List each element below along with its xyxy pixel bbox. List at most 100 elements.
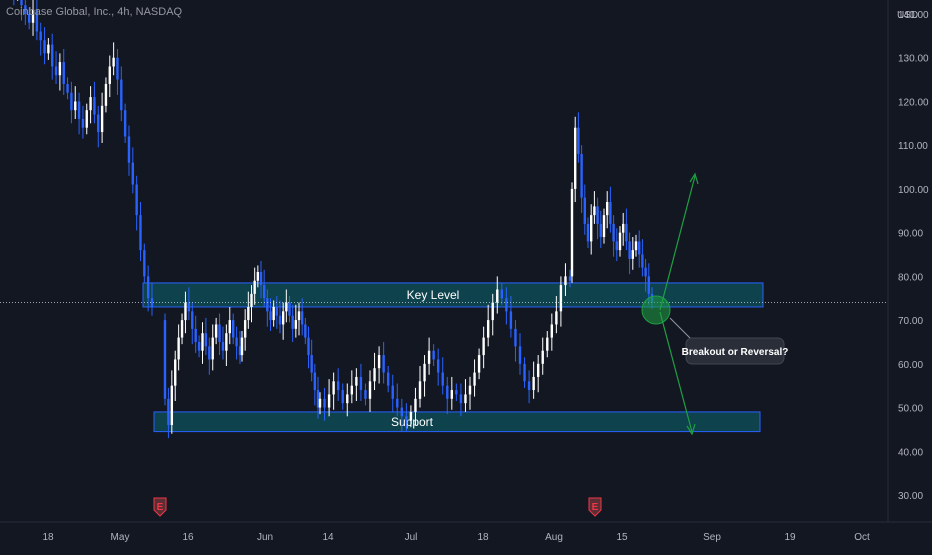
earnings-badge	[588, 497, 602, 517]
candle-body	[628, 241, 631, 259]
candle	[89, 86, 92, 124]
candle-body	[281, 311, 285, 325]
candle	[564, 263, 567, 297]
candle-body	[414, 398, 417, 412]
candle	[235, 326, 238, 360]
candle-body	[514, 328, 517, 347]
x-tick-label: 18	[42, 532, 54, 543]
y-tick-label: 30.00	[898, 491, 923, 502]
candle	[85, 103, 88, 135]
candle-body	[43, 40, 46, 54]
candle	[180, 313, 184, 345]
candle	[184, 291, 187, 334]
candle-body	[201, 333, 204, 351]
candle-body	[266, 298, 269, 312]
candle-body	[477, 355, 481, 373]
candle-body	[341, 390, 344, 404]
candle-body	[323, 398, 326, 408]
candle-body	[377, 355, 381, 369]
candle	[590, 204, 593, 255]
candle-body	[204, 333, 208, 347]
candle	[541, 337, 544, 375]
candle	[307, 326, 310, 369]
candle-body	[20, 0, 23, 6]
candle-body	[644, 267, 647, 277]
down-arrow-line	[659, 311, 693, 433]
candle-body	[146, 276, 150, 299]
candle-body	[509, 311, 513, 329]
candle-body	[382, 355, 385, 373]
earnings-marker: E	[588, 497, 602, 517]
candle-body	[131, 162, 135, 185]
candle-body	[577, 127, 580, 154]
candle	[35, 0, 39, 41]
candle-body	[541, 350, 544, 364]
candle	[66, 77, 69, 100]
up-arrow-line	[659, 175, 696, 311]
candle-body	[593, 206, 596, 216]
candle	[396, 383, 399, 417]
candle	[318, 392, 322, 415]
candle-body	[491, 302, 494, 321]
y-tick-label: 120.00	[898, 97, 929, 108]
candle-body	[599, 223, 602, 238]
candle-body	[647, 276, 650, 294]
candle-body	[139, 215, 142, 251]
candle-body	[135, 184, 138, 216]
candle-body	[225, 333, 228, 351]
x-tick-label: Oct	[854, 532, 870, 543]
candle-body	[310, 355, 313, 373]
candle-body	[89, 97, 92, 111]
candle	[346, 383, 349, 417]
candle-body	[532, 376, 535, 391]
candle-body	[70, 92, 73, 111]
callout-text: Breakout or Reversal?	[682, 347, 789, 358]
candle	[256, 265, 260, 288]
candle-body	[27, 14, 31, 23]
candle-body	[550, 324, 554, 338]
candle-body	[104, 83, 108, 106]
candle-body	[81, 118, 85, 128]
candle-body	[568, 276, 572, 281]
x-tick-label: May	[111, 532, 130, 543]
candle	[100, 92, 104, 143]
candle	[350, 370, 354, 404]
candle	[93, 81, 96, 124]
candle-body	[427, 350, 431, 364]
candle	[546, 331, 549, 358]
candle	[177, 324, 180, 371]
candle-body	[418, 381, 422, 399]
candle	[391, 374, 394, 412]
y-tick-label: 60.00	[898, 360, 923, 371]
candle	[77, 92, 81, 135]
candle-body	[536, 363, 540, 377]
focus-circle	[641, 295, 671, 325]
candle-body	[256, 271, 260, 281]
y-tick-label: 90.00	[898, 229, 923, 240]
candle-body	[123, 110, 127, 137]
candle	[615, 228, 618, 262]
candle	[450, 376, 454, 410]
candle-body	[615, 241, 618, 251]
candle	[612, 215, 615, 257]
candle	[167, 387, 170, 439]
candle-body	[350, 385, 354, 395]
candle	[596, 197, 599, 240]
candle-body	[336, 381, 340, 391]
candle	[432, 344, 435, 367]
candle	[568, 269, 572, 288]
candle	[628, 232, 631, 275]
candle-body	[58, 62, 62, 76]
candle-body	[468, 385, 472, 395]
candle	[609, 186, 612, 233]
candle	[278, 300, 282, 334]
candle-body	[618, 232, 622, 251]
candle	[514, 320, 517, 362]
candle	[509, 296, 513, 338]
candle	[266, 289, 269, 327]
candle	[231, 313, 235, 345]
candle	[602, 208, 606, 244]
candle	[418, 366, 422, 408]
